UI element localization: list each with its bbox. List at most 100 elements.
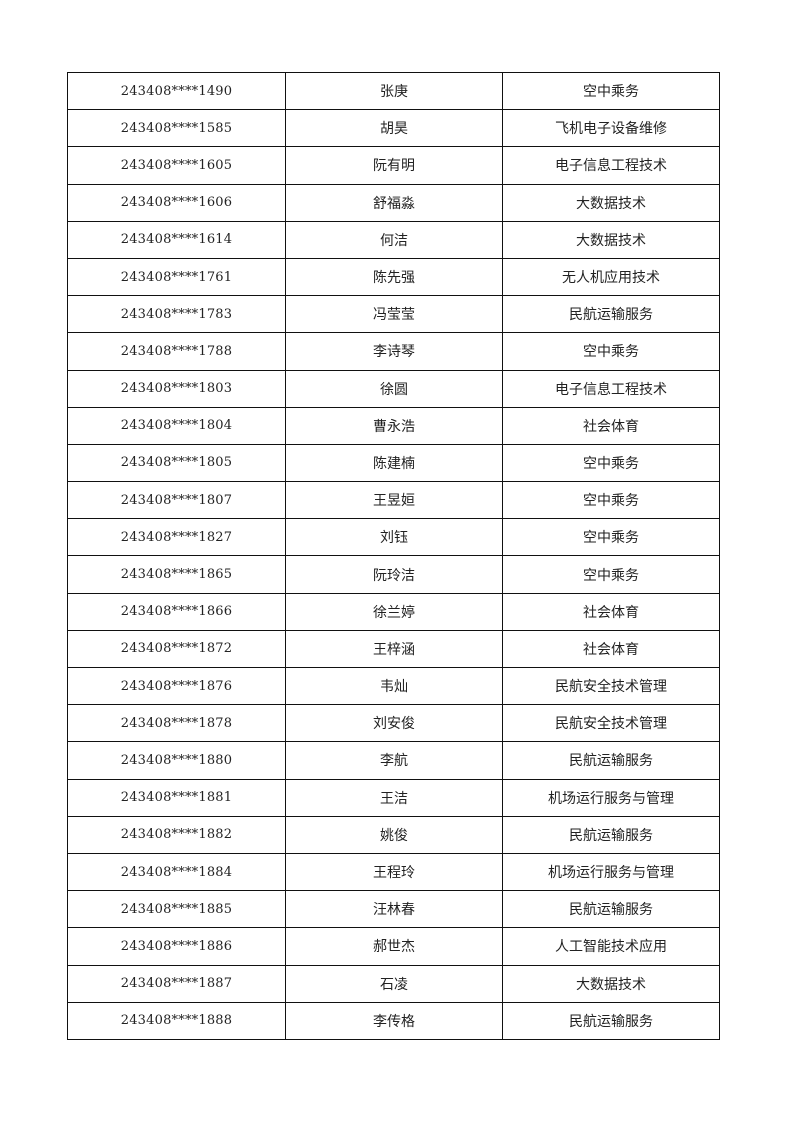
table-row: 243408****1614 何洁 大数据技术 bbox=[67, 220, 720, 259]
name-cell: 陈先强 bbox=[285, 257, 503, 297]
name-cell: 阮有明 bbox=[285, 146, 503, 185]
major-cell: 机场运行服务与管理 bbox=[502, 778, 720, 817]
major-cell: 大数据技术 bbox=[502, 183, 720, 222]
table-row: 243408****1605 阮有明 电子信息工程技术 bbox=[67, 146, 720, 185]
major-cell: 空中乘务 bbox=[502, 518, 720, 557]
student-id-cell: 243408****1788 bbox=[67, 332, 286, 371]
table-row: 243408****1788 李诗琴 空中乘务 bbox=[67, 332, 720, 371]
name-cell: 徐兰婷 bbox=[285, 592, 503, 631]
name-cell: 王昱姮 bbox=[285, 481, 503, 520]
major-cell: 民航运输服务 bbox=[502, 1001, 720, 1040]
major-cell: 大数据技术 bbox=[502, 964, 720, 1003]
student-id-cell: 243408****1885 bbox=[67, 890, 286, 929]
major-cell: 社会体育 bbox=[502, 592, 720, 631]
table-body: 243408****1490 张庚 空中乘务 243408****1585 胡昊 飞机电子… bbox=[67, 71, 720, 1040]
table-row: 243408****1882 姚俊 民航运输服务 bbox=[67, 815, 720, 854]
major-cell: 空中乘务 bbox=[502, 481, 720, 520]
table-row: 243408****1761 陈先强 无人机应用技术 bbox=[67, 257, 720, 297]
student-id-cell: 243408****1807 bbox=[67, 481, 286, 520]
major-cell: 电子信息工程技术 bbox=[502, 369, 720, 408]
major-cell: 大数据技术 bbox=[502, 220, 720, 259]
table-row: 243408****1872 王梓涵 社会体育 bbox=[67, 629, 720, 669]
major-cell: 空中乘务 bbox=[502, 555, 720, 594]
student-id-cell: 243408****1606 bbox=[67, 183, 286, 222]
student-id-cell: 243408****1585 bbox=[67, 109, 286, 148]
name-cell: 冯莹莹 bbox=[285, 295, 503, 334]
name-cell: 王程玲 bbox=[285, 852, 503, 892]
student-id-cell: 243408****1880 bbox=[67, 741, 286, 780]
student-id-cell: 243408****1614 bbox=[67, 220, 286, 259]
table-row: 243408****1805 陈建楠 空中乘务 bbox=[67, 443, 720, 483]
student-id-cell: 243408****1872 bbox=[67, 629, 286, 669]
name-cell: 郝世杰 bbox=[285, 927, 503, 966]
table-row: 243408****1876 韦灿 民航安全技术管理 bbox=[67, 666, 720, 706]
major-cell: 民航运输服务 bbox=[502, 890, 720, 929]
table-row: 243408****1884 王程玲 机场运行服务与管理 bbox=[67, 852, 720, 892]
name-cell: 阮玲洁 bbox=[285, 555, 503, 594]
student-id-cell: 243408****1884 bbox=[67, 852, 286, 892]
student-id-cell: 243408****1490 bbox=[67, 71, 286, 111]
name-cell: 王洁 bbox=[285, 778, 503, 817]
major-cell: 民航运输服务 bbox=[502, 815, 720, 854]
major-cell: 人工智能技术应用 bbox=[502, 927, 720, 966]
major-cell: 社会体育 bbox=[502, 629, 720, 669]
major-cell: 电子信息工程技术 bbox=[502, 146, 720, 185]
name-cell: 曹永浩 bbox=[285, 406, 503, 445]
student-id-cell: 243408****1803 bbox=[67, 369, 286, 408]
name-cell: 徐圆 bbox=[285, 369, 503, 408]
student-id-cell: 243408****1886 bbox=[67, 927, 286, 966]
major-cell: 无人机应用技术 bbox=[502, 257, 720, 297]
name-cell: 李航 bbox=[285, 741, 503, 780]
student-table: 243408****1490 张庚 空中乘务 243408****1585 胡昊 飞机电子… bbox=[67, 71, 720, 1040]
major-cell: 空中乘务 bbox=[502, 71, 720, 111]
student-id-cell: 243408****1882 bbox=[67, 815, 286, 854]
table-row: 243408****1886 郝世杰 人工智能技术应用 bbox=[67, 927, 720, 966]
student-id-cell: 243408****1605 bbox=[67, 146, 286, 185]
student-id-cell: 243408****1805 bbox=[67, 443, 286, 483]
major-cell: 空中乘务 bbox=[502, 332, 720, 371]
name-cell: 张庚 bbox=[285, 71, 503, 111]
table-row: 243408****1804 曹永浩 社会体育 bbox=[67, 406, 720, 445]
name-cell: 石凌 bbox=[285, 964, 503, 1003]
table-row: 243408****1880 李航 民航运输服务 bbox=[67, 741, 720, 780]
name-cell: 李诗琴 bbox=[285, 332, 503, 371]
name-cell: 刘钰 bbox=[285, 518, 503, 557]
table-row: 243408****1865 阮玲洁 空中乘务 bbox=[67, 555, 720, 594]
table-row: 243408****1585 胡昊 飞机电子设备维修 bbox=[67, 109, 720, 148]
major-cell: 飞机电子设备维修 bbox=[502, 109, 720, 148]
table-row: 243408****1807 王昱姮 空中乘务 bbox=[67, 481, 720, 520]
table-row: 243408****1878 刘安俊 民航安全技术管理 bbox=[67, 704, 720, 743]
student-id-cell: 243408****1866 bbox=[67, 592, 286, 631]
table-row: 243408****1888 李传格 民航运输服务 bbox=[67, 1001, 720, 1040]
name-cell: 舒福淼 bbox=[285, 183, 503, 222]
table-row: 243408****1803 徐圆 电子信息工程技术 bbox=[67, 369, 720, 408]
student-id-cell: 243408****1865 bbox=[67, 555, 286, 594]
major-cell: 民航安全技术管理 bbox=[502, 666, 720, 706]
student-id-cell: 243408****1876 bbox=[67, 666, 286, 706]
table-row: 243408****1490 张庚 空中乘务 bbox=[67, 71, 720, 111]
name-cell: 王梓涵 bbox=[285, 629, 503, 669]
name-cell: 姚俊 bbox=[285, 815, 503, 854]
table-row: 243408****1885 汪林春 民航运输服务 bbox=[67, 890, 720, 929]
major-cell: 民航安全技术管理 bbox=[502, 704, 720, 743]
table-row: 243408****1887 石凌 大数据技术 bbox=[67, 964, 720, 1003]
name-cell: 韦灿 bbox=[285, 666, 503, 706]
table-row: 243408****1783 冯莹莹 民航运输服务 bbox=[67, 295, 720, 334]
student-id-cell: 243408****1827 bbox=[67, 518, 286, 557]
name-cell: 汪林春 bbox=[285, 890, 503, 929]
major-cell: 民航运输服务 bbox=[502, 741, 720, 780]
name-cell: 李传格 bbox=[285, 1001, 503, 1040]
major-cell: 民航运输服务 bbox=[502, 295, 720, 334]
student-id-cell: 243408****1888 bbox=[67, 1001, 286, 1040]
table-row: 243408****1827 刘钰 空中乘务 bbox=[67, 518, 720, 557]
name-cell: 陈建楠 bbox=[285, 443, 503, 483]
student-id-cell: 243408****1783 bbox=[67, 295, 286, 334]
major-cell: 机场运行服务与管理 bbox=[502, 852, 720, 892]
name-cell: 刘安俊 bbox=[285, 704, 503, 743]
student-id-cell: 243408****1887 bbox=[67, 964, 286, 1003]
student-id-cell: 243408****1881 bbox=[67, 778, 286, 817]
major-cell: 空中乘务 bbox=[502, 443, 720, 483]
table-row: 243408****1881 王洁 机场运行服务与管理 bbox=[67, 778, 720, 817]
name-cell: 何洁 bbox=[285, 220, 503, 259]
student-id-cell: 243408****1761 bbox=[67, 257, 286, 297]
